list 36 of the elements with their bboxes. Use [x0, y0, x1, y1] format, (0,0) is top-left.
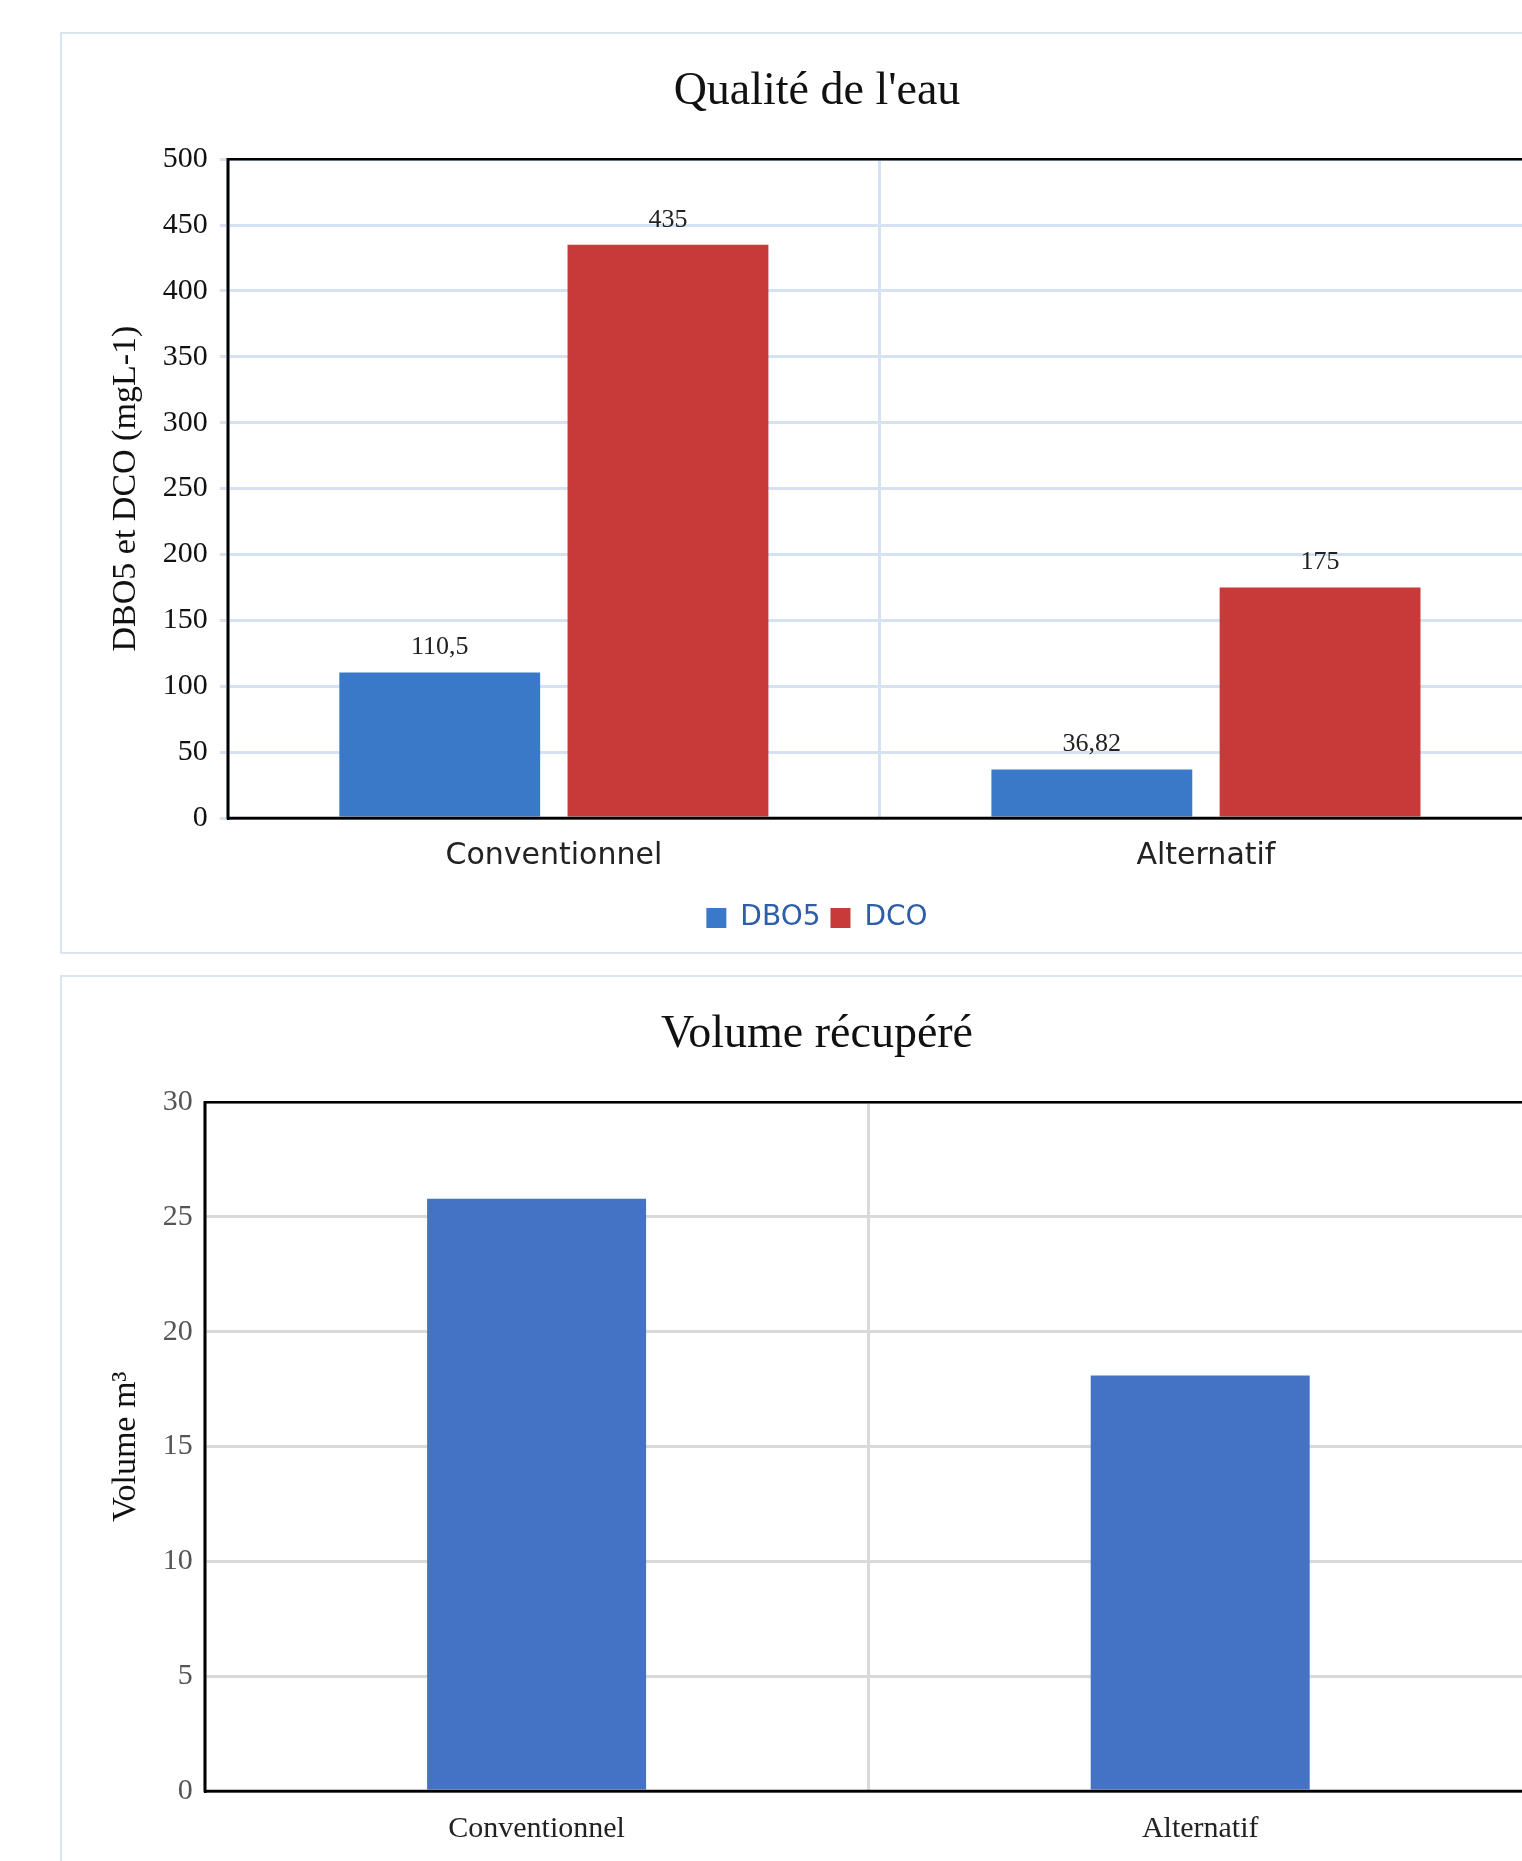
data-label: 110,5 [410, 631, 469, 661]
y-tick-label: 300 [162, 403, 208, 437]
legend-label: DCO [864, 899, 928, 933]
y-tick-label: 250 [162, 469, 208, 503]
data-label: 175 [1300, 546, 1340, 576]
x-tick-label: Conventionnel [448, 1809, 625, 1843]
y-tick-label: 200 [162, 535, 208, 569]
y-tick-label: 25 [162, 1197, 193, 1231]
y-tick-label: 20 [162, 1312, 193, 1346]
y-tick-label: 100 [162, 667, 208, 701]
y-axis-title: DBO5 et DCO (mgL-1) [105, 325, 144, 652]
y-tick-label: 150 [162, 601, 208, 635]
y-tick-label: 30 [162, 1083, 193, 1117]
legend-label: DBO5 [740, 899, 821, 933]
y-axis-title: Volume m³ [105, 1371, 143, 1522]
x-tick-label: Alternatif [1141, 1809, 1259, 1843]
bar [991, 769, 1193, 817]
y-tick-label: 15 [162, 1427, 193, 1461]
x-tick-label: Conventionnel [445, 835, 663, 871]
y-tick-label: 0 [192, 798, 208, 832]
bar [1219, 587, 1421, 817]
y-tick-label: 400 [162, 271, 208, 305]
x-tick-label: Alternatif [1136, 835, 1277, 871]
y-tick-label: 5 [177, 1657, 193, 1691]
y-tick-label: 500 [162, 140, 208, 174]
y-tick-label: 50 [177, 732, 208, 766]
y-tick-label: 0 [177, 1771, 193, 1805]
y-tick-label: 450 [162, 205, 208, 239]
data-label: 435 [648, 203, 688, 233]
data-label: 36,82 [1062, 728, 1122, 758]
chart-title: Volume récupéré [660, 1005, 974, 1057]
bar [567, 244, 769, 817]
y-tick-label: 10 [162, 1542, 193, 1576]
y-tick-label: 350 [162, 337, 208, 371]
chart-title: Qualité de l'eau [673, 62, 961, 114]
bar [339, 672, 541, 817]
